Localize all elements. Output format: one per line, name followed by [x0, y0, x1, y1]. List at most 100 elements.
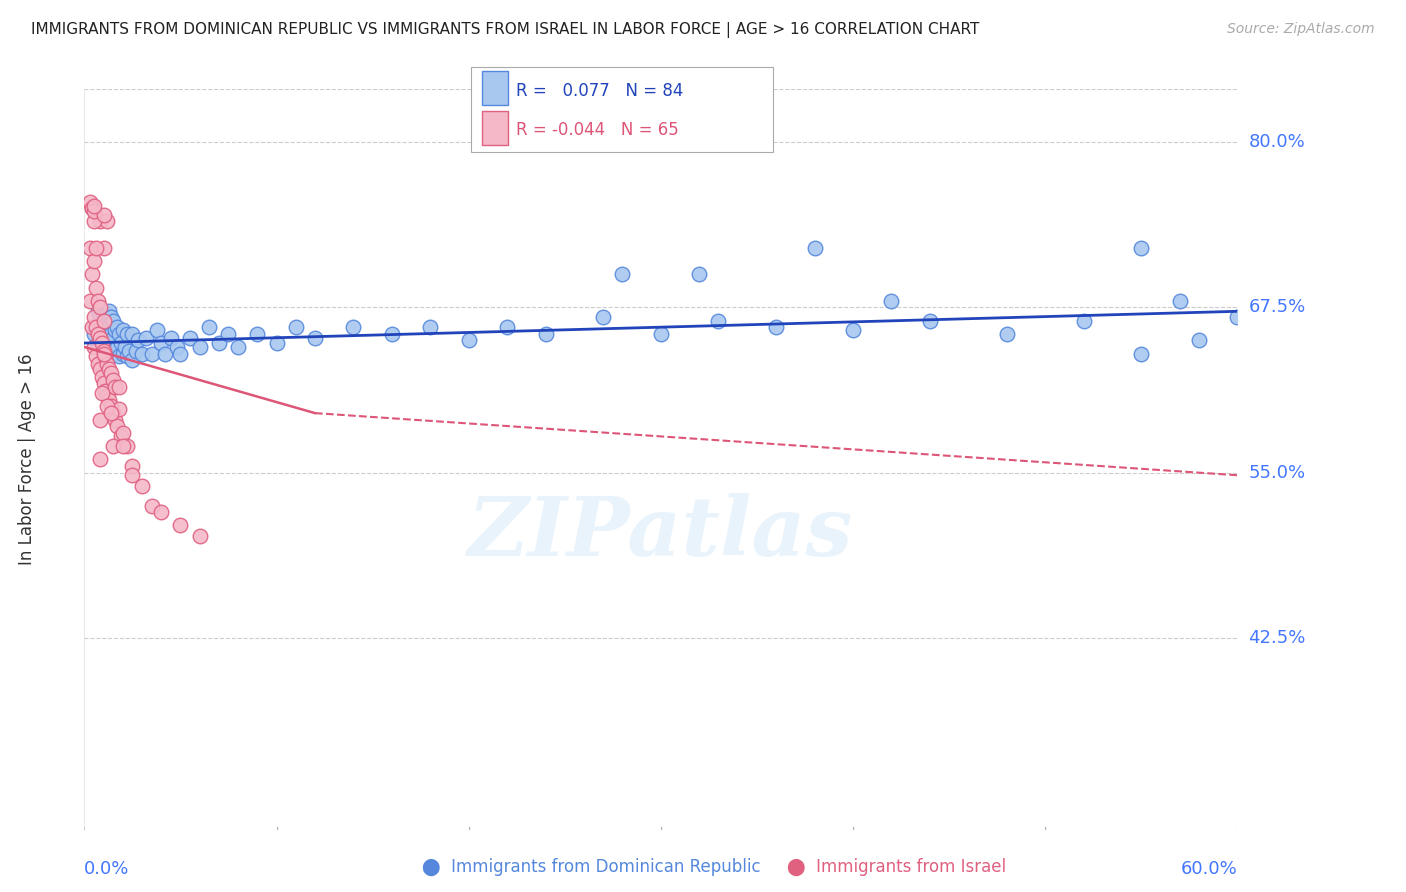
- Point: [104, 323, 127, 337]
- Point: [111, 323, 134, 337]
- Text: R = -0.044   N = 65: R = -0.044 N = 65: [516, 121, 679, 139]
- Point: [121, 326, 143, 341]
- Point: [79, 241, 101, 255]
- Point: [208, 336, 231, 351]
- Point: [111, 346, 134, 360]
- Point: [84, 320, 107, 334]
- Point: [94, 349, 117, 363]
- Point: [105, 320, 128, 334]
- Point: [80, 268, 103, 282]
- Point: [105, 419, 128, 434]
- Text: 60.0%: 60.0%: [1181, 860, 1237, 878]
- Point: [995, 326, 1018, 341]
- Point: [96, 307, 118, 321]
- Point: [104, 379, 127, 393]
- Point: [131, 479, 153, 493]
- Point: [108, 349, 131, 363]
- Point: [96, 357, 118, 371]
- Point: [103, 346, 124, 360]
- Point: [89, 214, 111, 228]
- Point: [83, 198, 105, 212]
- Point: [103, 331, 124, 345]
- Point: [93, 343, 115, 358]
- Point: [141, 499, 163, 513]
- Point: [125, 343, 148, 358]
- Point: [87, 326, 110, 341]
- Point: [141, 346, 163, 360]
- Point: [188, 529, 211, 543]
- Point: [90, 313, 112, 327]
- Point: [87, 336, 110, 351]
- Point: [381, 326, 404, 341]
- Point: [160, 331, 183, 345]
- Point: [104, 343, 127, 358]
- Point: [108, 402, 131, 417]
- Point: [707, 313, 730, 327]
- Point: [84, 241, 107, 255]
- Point: [169, 346, 191, 360]
- Point: [103, 406, 124, 420]
- Point: [98, 320, 121, 334]
- Point: [94, 334, 117, 348]
- Point: [84, 320, 107, 334]
- Point: [108, 379, 131, 393]
- Point: [96, 214, 118, 228]
- Point: [246, 326, 269, 341]
- Point: [93, 307, 115, 321]
- Point: [266, 336, 288, 351]
- Point: [90, 336, 112, 351]
- Point: [166, 340, 188, 354]
- Point: [84, 349, 107, 363]
- Point: [84, 280, 107, 294]
- Text: IMMIGRANTS FROM DOMINICAN REPUBLIC VS IMMIGRANTS FROM ISRAEL IN LABOR FORCE | AG: IMMIGRANTS FROM DOMINICAN REPUBLIC VS IM…: [31, 22, 980, 38]
- Point: [93, 208, 115, 222]
- Point: [100, 400, 122, 414]
- Point: [1073, 313, 1095, 327]
- Point: [100, 310, 122, 324]
- Point: [83, 326, 105, 341]
- Point: [100, 367, 122, 381]
- Point: [90, 331, 112, 345]
- Point: [1130, 241, 1153, 255]
- Point: [96, 323, 118, 337]
- Point: [121, 468, 143, 483]
- Point: [89, 413, 111, 427]
- Point: [110, 428, 132, 442]
- Point: [105, 340, 128, 354]
- Point: [169, 518, 191, 533]
- Point: [93, 320, 115, 334]
- Point: [98, 336, 121, 351]
- Point: [146, 323, 169, 337]
- Point: [457, 334, 479, 348]
- Point: [880, 293, 903, 308]
- Point: [111, 439, 134, 453]
- Point: [100, 326, 122, 341]
- Point: [87, 293, 110, 308]
- Point: [93, 241, 115, 255]
- Point: [188, 340, 211, 354]
- Point: [115, 439, 138, 453]
- Point: [1168, 293, 1191, 308]
- Point: [218, 326, 240, 341]
- Point: [918, 313, 941, 327]
- Text: ZIPatlas: ZIPatlas: [468, 493, 853, 574]
- Point: [80, 201, 103, 215]
- Point: [100, 406, 122, 420]
- Point: [534, 326, 557, 341]
- Point: [89, 331, 111, 345]
- Point: [87, 357, 110, 371]
- Point: [127, 334, 149, 348]
- Point: [135, 331, 157, 345]
- Point: [803, 241, 825, 255]
- Point: [93, 313, 115, 327]
- Point: [284, 320, 307, 334]
- Point: [98, 304, 121, 318]
- Text: ⬤  Immigrants from Dominican Republic: ⬤ Immigrants from Dominican Republic: [422, 858, 761, 876]
- Point: [80, 201, 103, 215]
- Point: [83, 254, 105, 268]
- Point: [87, 304, 110, 318]
- Point: [108, 326, 131, 341]
- Point: [304, 331, 326, 345]
- Point: [198, 320, 221, 334]
- Point: [612, 268, 634, 282]
